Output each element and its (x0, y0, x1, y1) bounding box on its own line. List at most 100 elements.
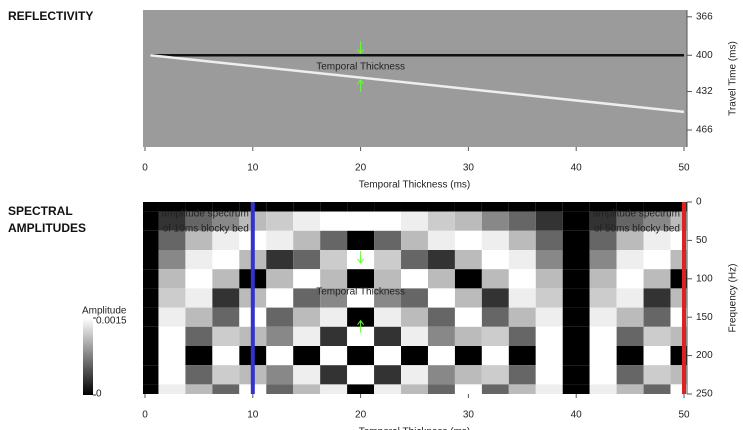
heatmap-cell (589, 250, 617, 270)
heatmap-cell (143, 269, 159, 289)
heatmap-cell (185, 365, 213, 385)
marker-label: of 50ms blocky bed (594, 224, 680, 235)
colorbar-label: Amplitude (82, 306, 127, 317)
heatmap-cell (212, 211, 240, 231)
heatmap-cell (347, 365, 375, 385)
heatmap-cell (562, 384, 590, 394)
colorbar (83, 318, 93, 395)
y-axis-label: Frequency (Hz) (728, 264, 739, 333)
heatmap-cell (347, 202, 375, 212)
heatmap-cell (535, 307, 563, 327)
heatmap-cell (401, 288, 428, 308)
heatmap-cell (670, 384, 687, 394)
heatmap-cell (143, 384, 159, 394)
heatmap-cell (212, 326, 240, 346)
x-tick-label: 10 (247, 410, 259, 421)
heatmap-cell (266, 250, 294, 270)
panel-title: REFLECTIVITY (8, 9, 93, 23)
heatmap-cell (481, 288, 509, 308)
heatmap-cell (481, 326, 509, 346)
annotation-label: Temporal Thickness (316, 286, 405, 297)
heatmap-cell (320, 307, 348, 327)
heatmap-cell (427, 230, 455, 250)
heatmap-cell (481, 230, 509, 250)
heatmap-cell (481, 346, 509, 366)
heatmap-cell (535, 365, 563, 385)
heatmap-cell (185, 230, 213, 250)
heatmap-cell (562, 307, 590, 327)
heatmap-cell (643, 269, 671, 289)
heatmap-cell (266, 269, 294, 289)
heatmap-cell (293, 288, 321, 308)
heatmap-cell (212, 346, 240, 366)
heatmap-cell (374, 202, 402, 212)
heatmap-cell (535, 230, 563, 250)
marker-label: amplitude spectrum (162, 209, 249, 220)
heatmap-cell (212, 202, 240, 212)
heatmap-cell (589, 211, 617, 231)
heatmap-cell (212, 288, 240, 308)
heatmap-cell (508, 250, 536, 270)
heatmap-cell (185, 202, 213, 212)
heatmap-cell (212, 250, 240, 270)
plot-background (143, 10, 687, 147)
heatmap-cell (158, 250, 186, 270)
heatmap-cell (643, 326, 671, 346)
arrow-head (357, 48, 364, 55)
x-tick-label: 50 (678, 410, 690, 421)
heatmap-cell (158, 269, 186, 289)
heatmap-cell (266, 230, 294, 250)
heatmap-cell (616, 211, 644, 231)
heatmap-cell (143, 365, 159, 385)
heatmap-cell (562, 250, 590, 270)
heatmap-cell (454, 346, 482, 366)
marker-label: of 10ms blocky bed (163, 224, 249, 235)
heatmap-cell (347, 230, 375, 250)
heatmap-cell (481, 269, 509, 289)
heatmap-cell (266, 384, 294, 394)
heatmap-cell (508, 384, 536, 394)
heatmap-cell (616, 269, 644, 289)
heatmap-cell (454, 326, 482, 346)
heatmap-cell (320, 269, 348, 289)
heatmap-cell (374, 269, 402, 289)
heatmap-cell (589, 365, 617, 385)
heatmap-cell (535, 211, 563, 231)
heatmap-cell (401, 250, 428, 270)
heatmap-cell (212, 384, 240, 394)
heatmap-cell (643, 202, 671, 212)
heatmap-cell (427, 365, 455, 385)
heatmap-cell (562, 269, 590, 289)
heatmap-cell (212, 307, 240, 327)
heatmap-cell (670, 202, 687, 212)
heatmap-cell (320, 326, 348, 346)
heatmap-cell (481, 307, 509, 327)
heatmap-cell (481, 202, 509, 212)
heatmap-cell (320, 288, 348, 308)
heatmap-cell (293, 211, 321, 231)
heatmap-cell (562, 346, 590, 366)
heatmap-cell (616, 288, 644, 308)
heatmap-cell (143, 230, 159, 250)
heatmap-cell (143, 346, 159, 366)
heatmap-cell (293, 384, 321, 394)
heatmap-cell (454, 211, 482, 231)
heatmap-cell (185, 346, 213, 366)
heatmap-cell (374, 230, 402, 250)
heatmap-cell (158, 365, 186, 385)
heatmap-cell (562, 288, 590, 308)
heatmap-cell (347, 346, 375, 366)
heatmap-cell (643, 307, 671, 327)
heatmap-cell (347, 307, 375, 327)
heatmap-cell (616, 326, 644, 346)
heatmap-cell (401, 365, 428, 385)
heatmap-cell (616, 307, 644, 327)
heatmap-cell (293, 365, 321, 385)
heatmap-cell (508, 288, 536, 308)
heatmap-cell (185, 384, 213, 394)
heatmap-cell (185, 211, 213, 231)
heatmap-cell (427, 202, 455, 212)
heatmap-cell (562, 211, 590, 231)
heatmap-cell (508, 202, 536, 212)
heatmap-cell (320, 384, 348, 394)
